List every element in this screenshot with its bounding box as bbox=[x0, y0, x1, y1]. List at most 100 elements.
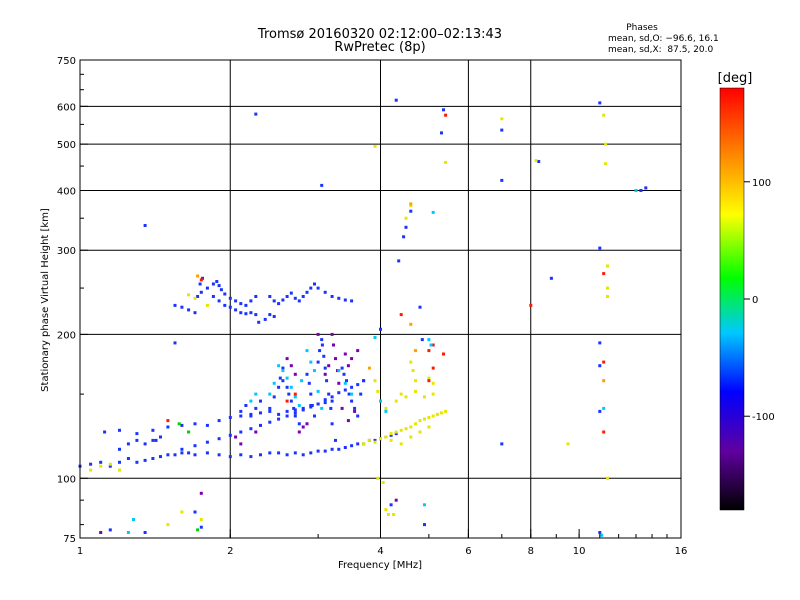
data-point bbox=[409, 202, 413, 206]
data-point bbox=[301, 425, 305, 429]
data-point bbox=[602, 406, 606, 410]
data-point bbox=[598, 341, 602, 345]
data-point bbox=[373, 144, 377, 148]
data-point bbox=[289, 291, 293, 295]
data-point bbox=[362, 442, 366, 446]
data-point bbox=[281, 366, 285, 370]
data-point bbox=[173, 453, 177, 457]
data-point bbox=[305, 290, 309, 294]
data-point bbox=[404, 427, 408, 431]
x-tick-label: 1 bbox=[77, 546, 83, 557]
data-point bbox=[427, 379, 431, 383]
data-point bbox=[89, 468, 93, 472]
data-point bbox=[313, 369, 316, 373]
x-tick-label: 16 bbox=[675, 546, 688, 557]
data-point bbox=[313, 282, 316, 286]
data-point bbox=[159, 435, 162, 439]
data-point bbox=[239, 414, 243, 418]
data-point bbox=[316, 449, 320, 453]
data-point bbox=[444, 409, 448, 413]
data-point bbox=[305, 372, 309, 376]
data-point bbox=[217, 299, 221, 303]
phases-legend-title: Phases bbox=[626, 23, 658, 33]
data-point bbox=[126, 442, 130, 446]
data-point bbox=[337, 391, 341, 395]
data-point bbox=[173, 341, 177, 345]
data-point bbox=[340, 366, 344, 370]
data-point bbox=[392, 513, 396, 516]
data-point bbox=[320, 406, 324, 410]
data-point bbox=[293, 392, 297, 396]
data-point bbox=[205, 440, 209, 444]
data-point bbox=[187, 430, 191, 434]
data-point bbox=[389, 503, 393, 507]
data-point bbox=[281, 298, 285, 302]
data-point bbox=[289, 364, 293, 368]
data-point bbox=[99, 531, 103, 534]
data-point bbox=[384, 406, 388, 410]
data-point bbox=[151, 457, 155, 460]
data-point bbox=[151, 438, 155, 442]
chart-subtitle: RwPretec (8p) bbox=[334, 40, 425, 55]
data-point bbox=[166, 523, 170, 527]
data-point bbox=[343, 352, 347, 356]
data-point bbox=[108, 464, 112, 468]
data-point bbox=[330, 295, 334, 298]
data-point bbox=[323, 401, 327, 405]
data-point bbox=[193, 311, 197, 315]
data-point bbox=[287, 392, 291, 396]
data-point bbox=[300, 379, 304, 383]
data-point bbox=[293, 296, 297, 300]
data-point bbox=[384, 409, 388, 413]
data-point bbox=[268, 406, 272, 410]
x-axis-ticks: 1 2 4 6 8 10 16 bbox=[77, 529, 688, 557]
data-point bbox=[384, 435, 388, 439]
data-point bbox=[143, 458, 147, 462]
data-point bbox=[566, 442, 570, 446]
data-point bbox=[337, 369, 341, 373]
data-point bbox=[399, 392, 403, 396]
data-point bbox=[259, 423, 262, 427]
data-point bbox=[337, 296, 341, 300]
data-point bbox=[373, 379, 377, 383]
data-point bbox=[309, 286, 313, 290]
data-point bbox=[598, 364, 602, 368]
data-point bbox=[159, 455, 162, 459]
data-point bbox=[399, 428, 403, 432]
data-point bbox=[330, 395, 334, 399]
data-point bbox=[309, 360, 313, 364]
data-point bbox=[278, 376, 282, 380]
y-tick-label: 75 bbox=[63, 534, 76, 545]
data-point bbox=[234, 435, 238, 439]
data-point bbox=[602, 379, 606, 383]
data-point bbox=[205, 451, 209, 455]
data-point bbox=[423, 417, 426, 421]
data-point bbox=[193, 444, 197, 448]
data-point bbox=[223, 292, 227, 296]
data-point bbox=[343, 381, 347, 385]
data-point bbox=[399, 313, 403, 317]
data-point bbox=[239, 453, 243, 457]
data-point bbox=[199, 518, 203, 521]
data-point bbox=[350, 399, 354, 403]
data-point bbox=[411, 369, 415, 373]
data-point bbox=[423, 503, 426, 507]
data-point bbox=[205, 423, 209, 427]
data-point bbox=[180, 305, 184, 309]
x-tick-label: 4 bbox=[377, 546, 383, 557]
data-point bbox=[418, 305, 422, 309]
data-point bbox=[249, 311, 253, 315]
y-axis-label: Stationary phase Virtual Height [km] bbox=[40, 208, 51, 392]
data-point bbox=[534, 159, 538, 163]
data-point bbox=[272, 315, 276, 318]
data-point bbox=[289, 385, 293, 389]
data-point bbox=[598, 409, 602, 413]
data-point bbox=[320, 338, 324, 342]
y-tick-label: 300 bbox=[57, 246, 76, 257]
data-point bbox=[301, 295, 305, 298]
y-tick-label: 750 bbox=[57, 56, 76, 67]
data-point bbox=[606, 286, 609, 290]
data-point bbox=[254, 295, 258, 298]
data-point bbox=[362, 379, 366, 383]
